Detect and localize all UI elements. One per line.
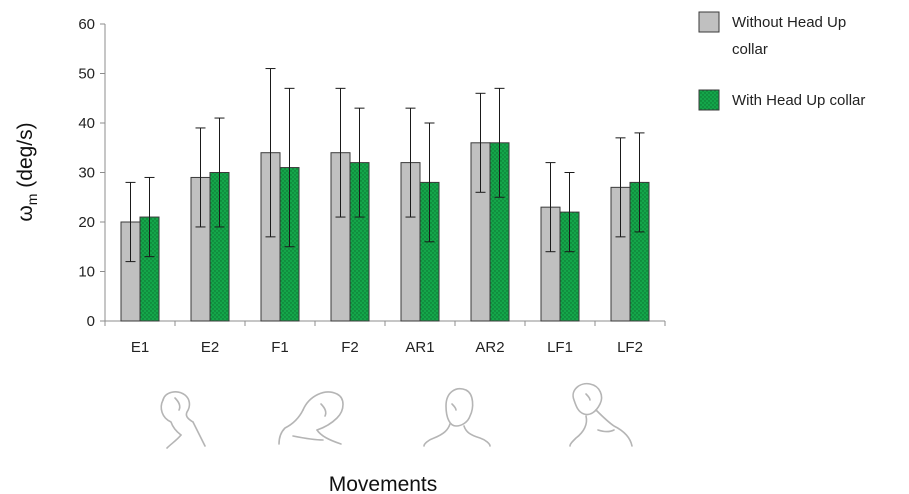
y-axis-title: ωm (deg/s) (14, 122, 40, 221)
x-tick-label: LF1 (547, 339, 573, 356)
head-lateral-flexion-icon (569, 382, 633, 447)
x-tick-label: F1 (271, 339, 289, 356)
legend-label-series-1: Without Head Up collar (732, 14, 846, 58)
legend-label-series-2: With Head Up collar (732, 92, 865, 109)
x-tick-label: LF2 (617, 339, 643, 356)
y-axis: 0 10 20 30 40 50 60 (78, 16, 106, 330)
x-tick-label: AR2 (475, 339, 504, 356)
legend-swatch-series-1 (698, 11, 720, 33)
x-tick-label: E1 (131, 339, 149, 356)
error-bars (125, 68, 645, 263)
y-axis-title-unit: (deg/s) (14, 122, 37, 193)
x-tick-label: F2 (341, 339, 359, 356)
x-tick-label: AR1 (405, 339, 434, 356)
y-tick-label: 20 (78, 214, 95, 231)
x-axis: E1 E2 F1 F2 AR1 AR2 LF1 LF2 (104, 320, 666, 356)
x-axis-title: Movements (329, 473, 438, 494)
y-tick-label: 50 (78, 66, 95, 83)
head-extension-icon (160, 391, 206, 449)
y-axis-title-symbol: ω (14, 205, 37, 221)
legend-swatch-series-2 (698, 89, 720, 111)
y-tick-label: 40 (78, 115, 95, 132)
head-axial-rotation-icon (423, 388, 491, 447)
y-tick-label: 10 (78, 264, 95, 281)
x-tick-label: E2 (201, 339, 219, 356)
y-axis-title-subscript: m (24, 194, 40, 206)
head-flexion-icon (278, 391, 344, 445)
y-tick-label: 30 (78, 165, 95, 182)
y-tick-label: 0 (87, 313, 95, 330)
legend: Without Head Up collar With Head Up collar (698, 11, 865, 111)
y-tick-label: 60 (78, 16, 95, 33)
